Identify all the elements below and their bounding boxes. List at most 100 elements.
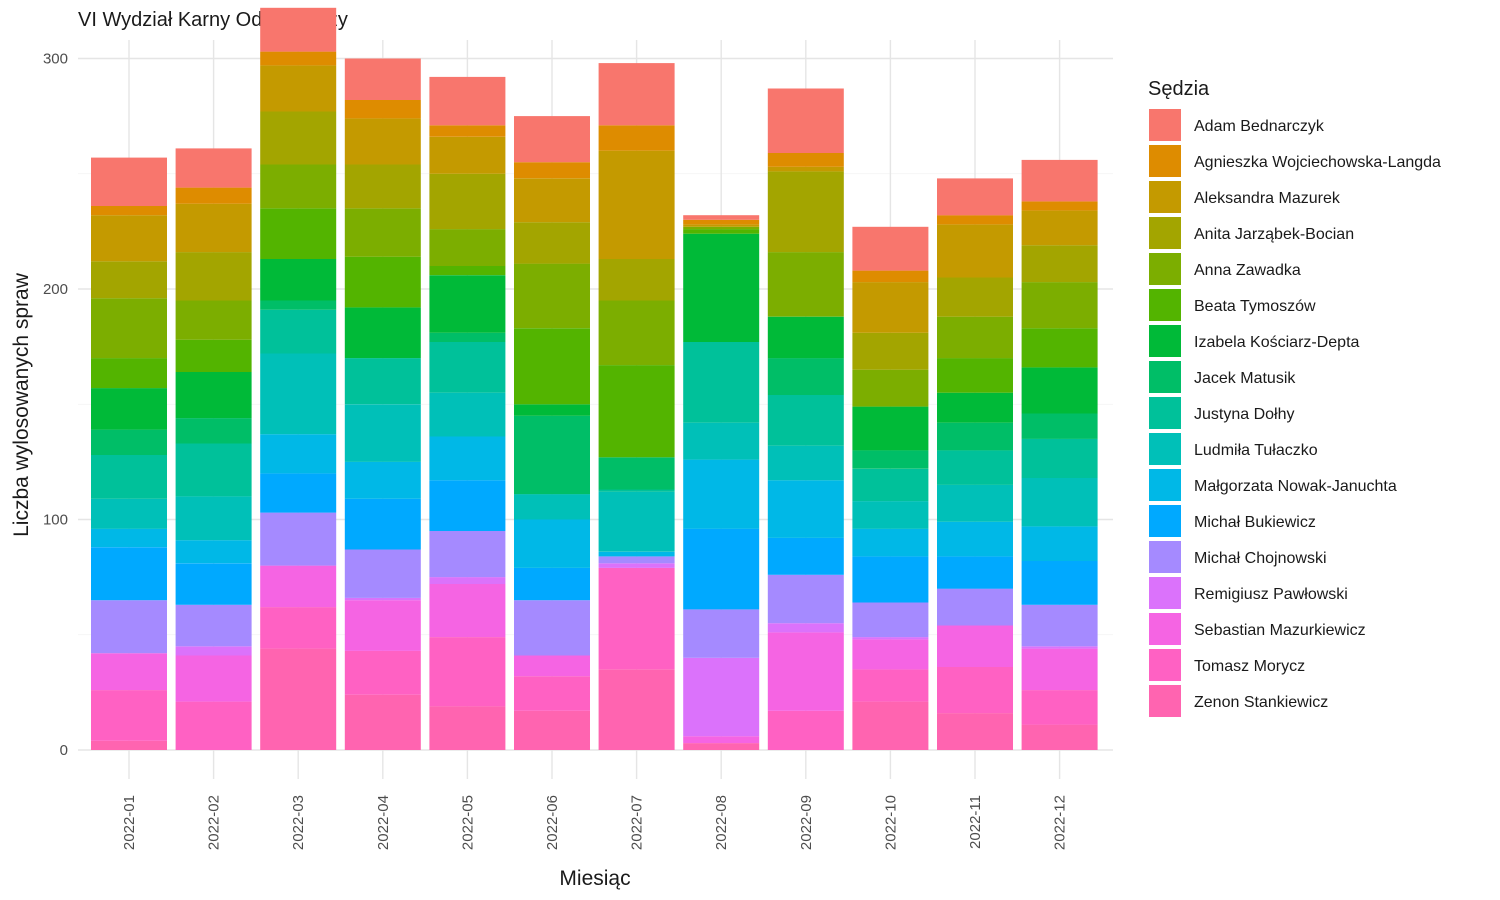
bar-segment [598,567,675,670]
bar-segment [344,694,421,750]
bar-segment [852,332,929,370]
bar-segment [852,701,929,750]
bar-segment [683,342,760,423]
bar-segment [344,358,421,405]
bar-segment [429,637,506,707]
bar-segment [514,404,590,416]
bar-segment [598,125,675,151]
bar-segment [91,498,167,529]
legend-label: Małgorzata Nowak-Januchta [1194,478,1397,495]
x-tick-label: 2022-03 [290,795,307,850]
legend-swatch [1149,325,1181,357]
bar-segment [767,153,844,167]
legend-swatch [1149,289,1181,321]
bar-segment [514,710,590,750]
bar-segment [937,450,1013,485]
bar-segment [429,392,506,437]
bar-segment [937,215,1013,225]
bar-segment [683,609,760,658]
bar-segment [344,597,421,601]
bar-segment [429,706,506,750]
bar-segment [260,7,337,52]
bar-segment [767,480,844,538]
bar-segment [175,187,252,204]
bar-segment [344,404,421,462]
bar-segment [344,256,421,308]
bar-segment [852,450,929,469]
bar-segment [683,528,760,610]
x-tick-label: 2022-02 [206,795,223,850]
bar-segment [260,65,337,112]
bar-segment [514,600,590,656]
bar-segment [175,443,252,497]
bar-segment [852,556,929,603]
bar-segment [937,588,1013,626]
bar-segment [598,491,675,552]
legend-label: Izabela Kościarz-Depta [1194,334,1360,351]
bar-segment [683,736,760,744]
x-tick-label: 2022-06 [544,795,561,850]
legend-label: Sebastian Mazurkiewicz [1194,622,1366,639]
bar-segment [514,116,590,163]
bar-segment [429,577,506,584]
bar-segment [429,584,506,637]
legend-label: Agnieszka Wojciechowska-Langda [1194,154,1441,171]
bar-segment [260,648,337,750]
bar-segment [260,607,337,649]
bar-segment [937,224,1013,278]
legend-label: Zenon Stankiewicz [1194,694,1328,711]
x-tick-label: 2022-08 [713,795,730,850]
legend-label: Beata Tymoszów [1194,298,1316,315]
bar-segment [852,270,929,283]
bar-segment [1021,646,1098,649]
bar-segment [937,422,1013,451]
bar-segment [175,203,252,253]
bar-segment [175,300,252,340]
bar-segment [429,332,506,342]
bar-segment [852,602,929,638]
bar-segment [937,667,1013,714]
bar-segment [937,625,1013,667]
bar-segment [91,261,167,299]
bar-segment [937,358,1013,393]
bar-segment [514,494,590,520]
bar-segment [344,461,421,499]
bar-segment [91,206,167,216]
bar-segment [1021,526,1098,561]
bar-segment [852,501,929,529]
bar-segment [175,418,252,444]
bar-segment [852,639,929,670]
y-tick-label: 100 [43,512,68,529]
bar-segment [1021,604,1098,647]
bar-segment [937,484,1013,522]
bar-segment [91,358,167,389]
legend: Sędzia Adam Bednarczyk Agnieszka Wojciech… [1148,78,1441,717]
y-tick-label: 200 [43,281,68,298]
legend-swatch [1149,505,1181,537]
x-tick-label: 2022-04 [375,795,392,850]
bar-segment [852,669,929,702]
bar-segment [598,259,675,301]
bar-segment [598,63,675,126]
bar-segment [937,178,1013,216]
bar-segment [91,528,167,548]
bar-segment [1021,159,1098,202]
bar-segment [429,136,506,174]
bar-segment [175,372,252,419]
bar-segment [767,395,844,446]
bar-segment [937,521,1013,557]
bar-segment [767,88,844,153]
bar-segment [937,316,1013,359]
bar-segment [767,623,844,633]
bar-segment [429,342,506,393]
x-tick-label: 2022-09 [798,795,815,850]
bar-segment [937,556,1013,589]
bar-segment [852,528,929,557]
bar-segment [598,457,675,490]
bar-segment [767,171,844,253]
bar-segment [344,650,421,695]
bar-segment [852,406,929,451]
bar-segment [344,498,421,550]
bar-segment [1021,648,1098,691]
bar-segment [514,328,590,405]
